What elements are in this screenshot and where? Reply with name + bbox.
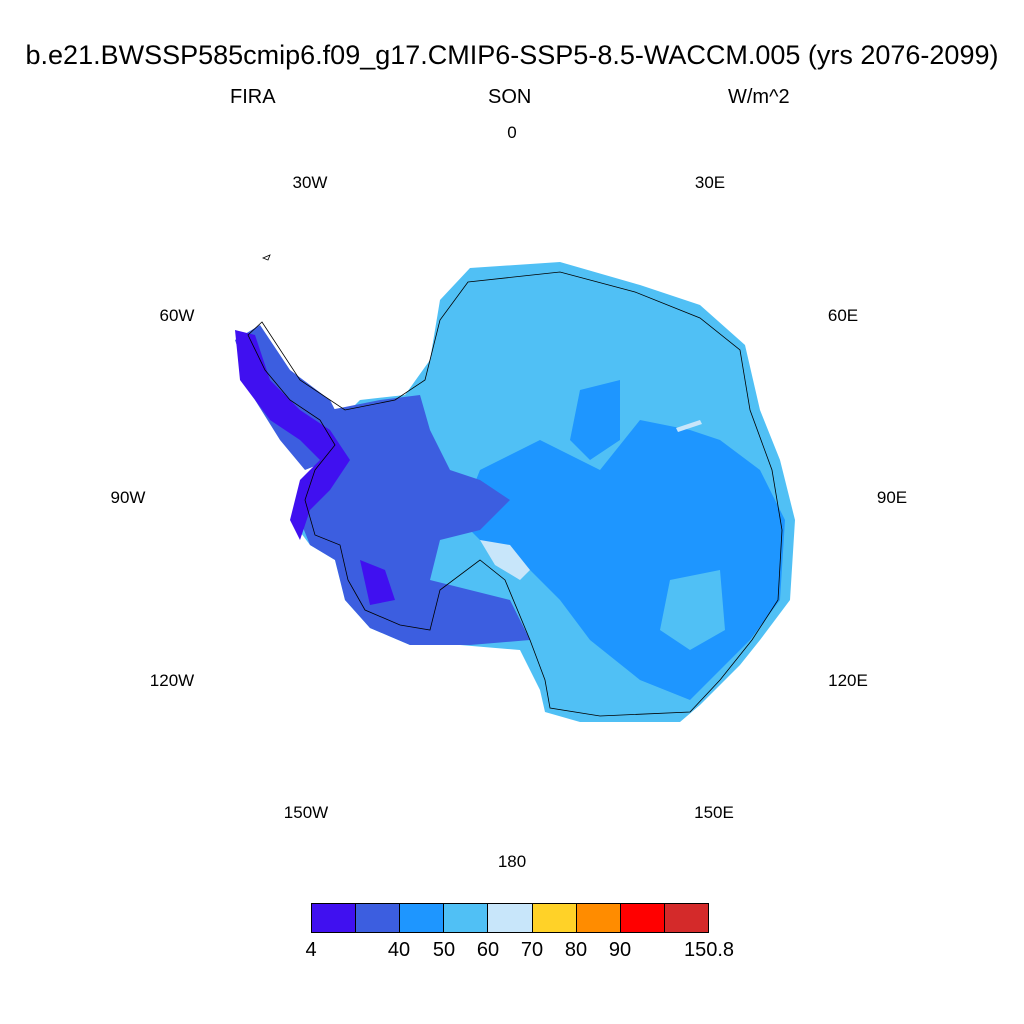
lon-label-90w: 90W bbox=[110, 488, 146, 507]
colorbar-tick: 90 bbox=[608, 939, 632, 961]
field-region-interior-2 bbox=[570, 380, 620, 460]
colorbar-tick: 150.8 bbox=[683, 939, 735, 961]
colorbar-box-4 bbox=[444, 904, 489, 932]
colorbar-box-5 bbox=[488, 904, 533, 932]
field-region-iceshelf bbox=[480, 540, 530, 580]
plot-title: b.e21.BWSSP585cmip6.f09_g17.CMIP6-SSP5-8… bbox=[25, 40, 999, 70]
field-region-iceshelf-2 bbox=[676, 420, 702, 432]
field-patch-south bbox=[560, 670, 640, 715]
variable-label: FIRA bbox=[230, 86, 276, 108]
lon-label-180: 180 bbox=[497, 852, 527, 871]
colorbar-tick: 70 bbox=[520, 939, 544, 961]
lon-label-30e: 30E bbox=[694, 173, 726, 192]
colorbar bbox=[311, 903, 709, 933]
colorbar-box-8 bbox=[620, 904, 665, 932]
colorbar-box-1 bbox=[312, 904, 357, 932]
coastline bbox=[247, 271, 783, 717]
colorbar-tick: 50 bbox=[432, 939, 456, 961]
colorbar-tick: 40 bbox=[387, 939, 411, 961]
lon-label-0: 0 bbox=[507, 123, 517, 142]
field-region-darkest-2 bbox=[360, 560, 395, 605]
colorbar-box-7 bbox=[576, 904, 621, 932]
colorbar-tick: 4 bbox=[305, 939, 317, 961]
colorbar-box-9 bbox=[664, 904, 708, 932]
colorbar-tick: 80 bbox=[564, 939, 588, 961]
lon-label-120w: 120W bbox=[149, 671, 195, 690]
field-region-darkest bbox=[235, 330, 350, 540]
season-label: SON bbox=[488, 86, 532, 108]
small-island bbox=[261, 254, 271, 261]
colorbar-box-6 bbox=[532, 904, 577, 932]
lon-label-120e: 120E bbox=[828, 671, 868, 690]
lon-label-150e: 150E bbox=[694, 803, 734, 822]
field-region-west bbox=[300, 395, 530, 645]
field-patch-east bbox=[660, 570, 725, 650]
colorbar-box-3 bbox=[400, 904, 445, 932]
lon-label-30w: 30W bbox=[292, 173, 328, 192]
lon-label-60e: 60E bbox=[827, 306, 859, 325]
colorbar-tick: 60 bbox=[476, 939, 500, 961]
colorbar-box-2 bbox=[356, 904, 401, 932]
lon-label-90e: 90E bbox=[876, 488, 908, 507]
lon-label-60w: 60W bbox=[159, 306, 195, 325]
units-label: W/m^2 bbox=[728, 86, 790, 108]
lon-label-150w: 150W bbox=[283, 803, 329, 822]
